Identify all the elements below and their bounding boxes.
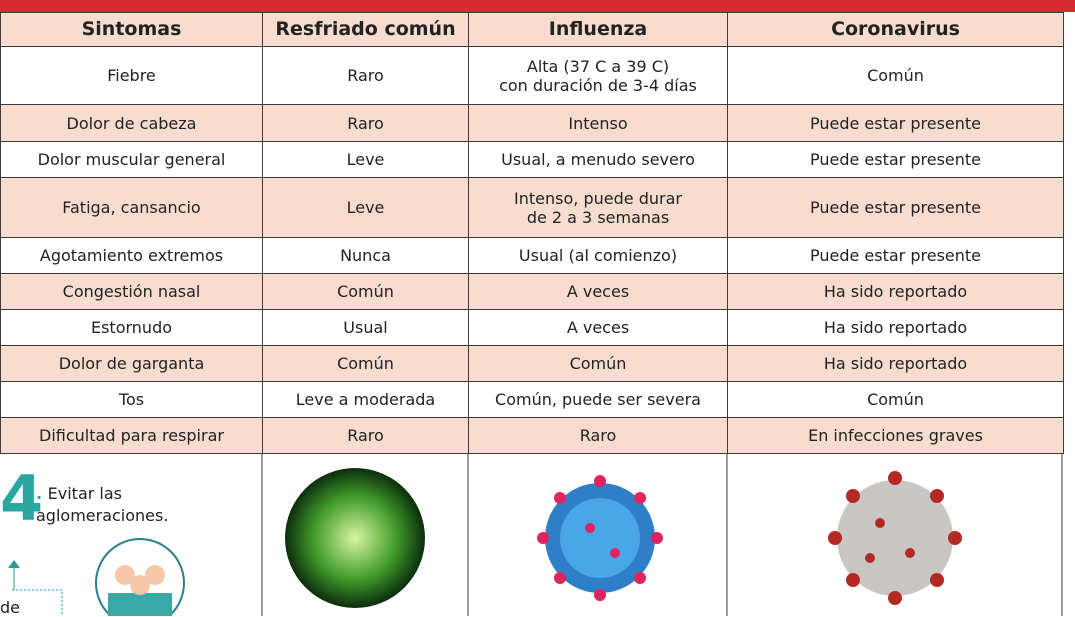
title-bar	[0, 0, 1075, 12]
table-cell: Común	[262, 345, 469, 382]
fragment-text: de	[0, 598, 20, 617]
table-cell: Nunca	[262, 237, 469, 274]
header-row: Sintomas Resfriado común Influenza Coronavi…	[0, 12, 1064, 47]
table-cell: Común, puede ser severa	[468, 381, 728, 418]
table-row: Fatiga, cansancio Leve Intenso, puede dura…	[0, 177, 1064, 238]
table-cell: Dolor de cabeza	[0, 104, 263, 142]
table-cell: Estornudo	[0, 309, 263, 346]
table-cell: Común	[262, 273, 469, 310]
step-number: 4	[0, 462, 44, 535]
table-cell: Agotamiento extremos	[0, 237, 263, 274]
header-cell: Sintomas	[0, 12, 263, 47]
table-cell: Intenso	[468, 104, 728, 142]
table-cell: Leve	[262, 177, 469, 238]
table-cell: A veces	[468, 309, 728, 346]
step-text-content: Evitar las aglomeraciones.	[36, 484, 169, 525]
table-cell: Raro	[468, 417, 728, 454]
table-row: Fiebre Raro Alta (37 C a 39 C) con duració…	[0, 46, 1064, 105]
flu-virus	[537, 475, 663, 601]
table-cell: Leve a moderada	[262, 381, 469, 418]
table-cell: Intenso, puede durar de 2 a 3 semanas	[468, 177, 728, 238]
table-row: Dolor muscular general Leve Usual, a menud…	[0, 141, 1064, 178]
table-cell: Común	[727, 381, 1064, 418]
table-row: Tos Leve a moderada Común, puede ser sever…	[0, 381, 1064, 418]
table-cell: Raro	[262, 417, 469, 454]
table-cell: Congestión nasal	[0, 273, 263, 310]
table-cell: Dificultad para respirar	[0, 417, 263, 454]
table-cell: Puede estar presente	[727, 104, 1064, 142]
table-cell: A veces	[468, 273, 728, 310]
illustrations	[8, 453, 1063, 616]
table-cell: Dolor de garganta	[0, 345, 263, 382]
table-row: Dolor de garganta Común Común Ha sido repor…	[0, 345, 1064, 382]
table-cell: Puede estar presente	[727, 141, 1064, 178]
table-cell: Raro	[262, 46, 469, 105]
table-cell: Usual (al comienzo)	[468, 237, 728, 274]
table-cell: Usual	[262, 309, 469, 346]
table-row: Congestión nasal Común A veces Ha sido repo…	[0, 273, 1064, 310]
table-cell: Alta (37 C a 39 C) con duración de 3-4 d…	[468, 46, 728, 105]
table-cell: En infecciones graves	[727, 417, 1064, 454]
table-cell: Común	[727, 46, 1064, 105]
table-cell: Leve	[262, 141, 469, 178]
table-cell: Ha sido reportado	[727, 309, 1064, 346]
table-row: Estornudo Usual A veces Ha sido reportado	[0, 309, 1064, 346]
table-cell: Fatiga, cansancio	[0, 177, 263, 238]
table-cell: Tos	[0, 381, 263, 418]
table-cell: Puede estar presente	[727, 177, 1064, 238]
header-cell: Influenza	[468, 12, 728, 47]
symptom-table: Sintomas Resfriado común Influenza Coronavi…	[0, 12, 1064, 454]
table-row: Dolor de cabeza Raro Intenso Puede estar pr…	[0, 104, 1064, 142]
table-cell: Raro	[262, 104, 469, 142]
people-icon	[95, 538, 185, 616]
header-cell: Coronavirus	[727, 12, 1064, 47]
step-text: . Evitar las aglomeraciones.	[36, 484, 169, 525]
table-row: Agotamiento extremos Nunca Usual (al comie…	[0, 237, 1064, 274]
cold-virus	[285, 468, 425, 608]
coronavirus	[828, 471, 962, 605]
table-row: Dificultad para respirar Raro Raro En infec…	[0, 417, 1064, 454]
table-cell: Fiebre	[0, 46, 263, 105]
table-cell: Común	[468, 345, 728, 382]
table-cell: Dolor muscular general	[0, 141, 263, 178]
table-cell: Ha sido reportado	[727, 273, 1064, 310]
table-cell: Puede estar presente	[727, 237, 1064, 274]
table-cell: Ha sido reportado	[727, 345, 1064, 382]
header-cell: Resfriado común	[262, 12, 469, 47]
table-cell: Usual, a menudo severo	[468, 141, 728, 178]
